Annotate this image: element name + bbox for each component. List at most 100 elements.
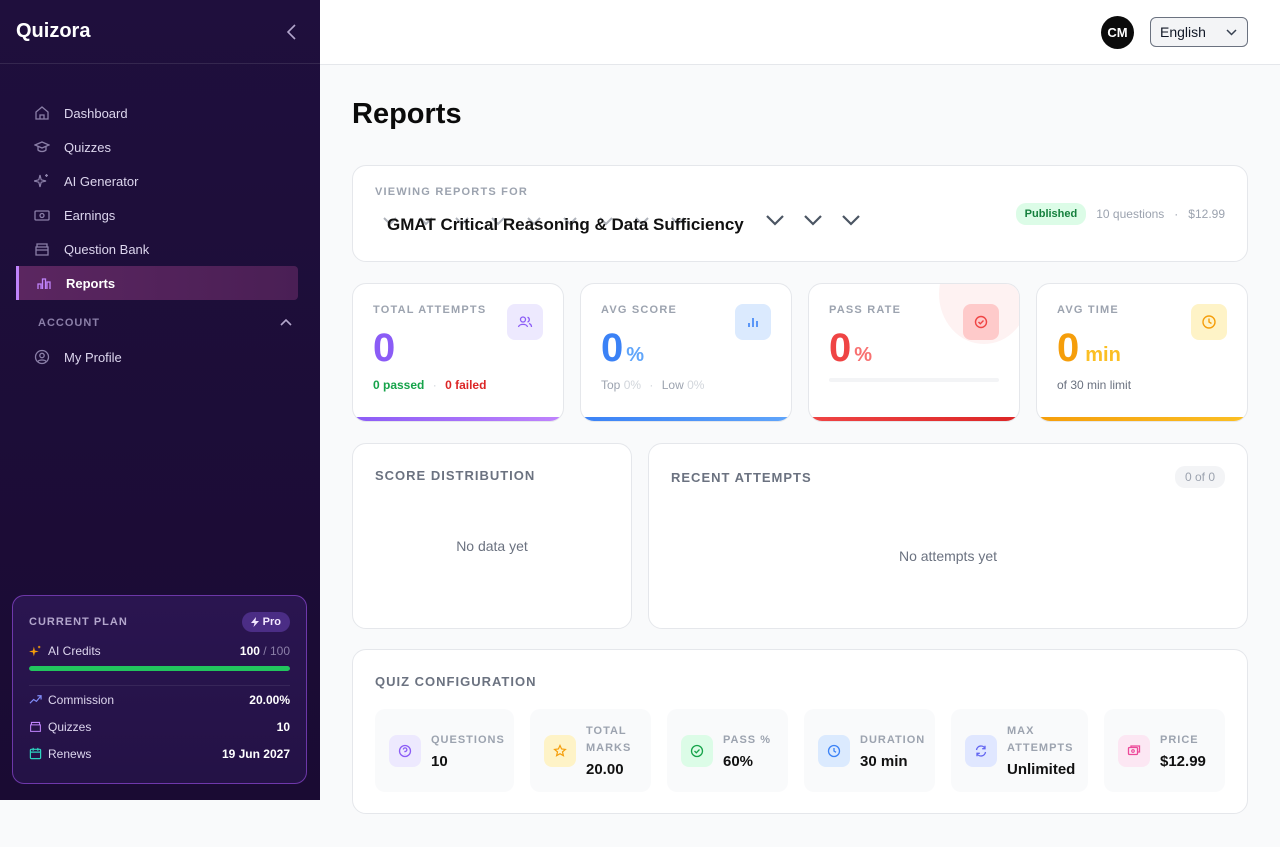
score-range: Top 0% · Low 0% — [601, 378, 705, 392]
accent-bar — [353, 417, 563, 421]
sidebar-item-label: Question Bank — [64, 241, 150, 257]
lightning-icon — [250, 617, 259, 627]
plan-row-commission: Commission 20.00% — [29, 686, 290, 713]
sidebar-item-label: Quizzes — [64, 139, 111, 155]
sidebar-item-label: Dashboard — [64, 105, 128, 121]
home-icon — [34, 105, 50, 121]
meta-separator: · — [1174, 207, 1179, 221]
pass-rate-progress — [829, 378, 999, 382]
viewing-label: VIEWING REPORTS FOR — [375, 186, 528, 198]
credits-label: AI Credits — [48, 644, 101, 658]
quizzes-value: 10 — [276, 719, 290, 734]
plan-badge[interactable]: Pro — [241, 612, 290, 632]
account-section-label: ACCOUNT — [38, 317, 100, 329]
quiz-configuration-card: QUIZ CONFIGURATION QUESTIONS 10 TOTAL MARK… — [352, 649, 1248, 814]
sidebar-item-ai-generator[interactable]: AI Generator — [16, 164, 298, 198]
config-label: DURATION — [860, 733, 926, 746]
top-score: 0% — [623, 378, 642, 392]
chevron-up-icon[interactable] — [280, 317, 292, 329]
quiz-meta: Published 10 questions · $12.99 — [1015, 203, 1225, 225]
status-badge: Published — [1015, 203, 1087, 225]
avg-time-value: 0 — [1057, 326, 1080, 370]
avatar[interactable]: CM — [1101, 16, 1134, 49]
chevron-down-icon — [766, 215, 784, 226]
config-item-questions: QUESTIONS 10 — [375, 709, 514, 792]
user-circle-icon — [34, 349, 50, 365]
accent-bar — [581, 417, 791, 421]
check-circle-icon — [681, 734, 713, 767]
passed-count: 0 passed — [373, 378, 425, 392]
config-value: $12.99 — [1160, 752, 1206, 770]
accent-bar — [809, 417, 1019, 421]
sidebar-nav: Dashboard Quizzes AI Generator Earnings … — [0, 64, 320, 374]
archive-icon — [30, 721, 41, 732]
plan-row-renews: Renews 19 Jun 2027 — [29, 740, 290, 767]
accent-bar — [1037, 417, 1247, 421]
config-items: QUESTIONS 10 TOTAL MARKS 20.00 PASS % 60% DU… — [375, 709, 1225, 792]
question-count: 10 questions — [1096, 207, 1165, 221]
selected-quiz-name: GMAT Critical Reasoning & Data Sufficien… — [387, 215, 744, 234]
config-label: MAX — [1007, 725, 1035, 737]
plan-badge-label: Pro — [262, 616, 281, 628]
config-value: 30 min — [860, 752, 908, 770]
sidebar-item-quizzes[interactable]: Quizzes — [16, 130, 298, 164]
account-section-header[interactable]: ACCOUNT — [16, 312, 298, 334]
config-value: Unlimited — [1007, 761, 1076, 778]
refresh-icon — [965, 734, 997, 767]
language-select[interactable]: English — [1150, 17, 1248, 47]
sidebar-item-reports[interactable]: Reports — [16, 266, 298, 300]
app-logo[interactable]: Quizora — [16, 20, 91, 42]
quizzes-label: Quizzes — [48, 719, 92, 734]
empty-state: No data yet — [456, 538, 528, 554]
stat-label: PASS RATE — [829, 304, 902, 316]
stat-card-avg-time: AVG TIME 0 min of 30 min limit — [1036, 283, 1248, 422]
language-value: English — [1160, 24, 1206, 40]
sidebar-item-dashboard[interactable]: Dashboard — [16, 96, 298, 130]
section-title: SCORE DISTRIBUTION — [375, 468, 536, 483]
config-label: PASS % — [723, 733, 771, 746]
empty-state: No attempts yet — [898, 548, 998, 564]
chevron-down-icon — [842, 215, 860, 226]
plan-row-quizzes: Quizzes 10 — [29, 713, 290, 740]
sidebar-item-label: AI Generator — [64, 173, 139, 189]
recent-attempts-card: RECENT ATTEMPTS 0 of 0 No attempts yet — [648, 443, 1248, 629]
calendar-icon — [29, 747, 42, 760]
commission-label: Commission — [48, 692, 115, 707]
credits-used: 100 — [239, 644, 260, 658]
sidebar-item-label: My Profile — [64, 349, 122, 365]
renews-value: 19 Jun 2027 — [221, 746, 290, 761]
collapse-sidebar-button[interactable] — [280, 20, 304, 44]
sidebar-item-earnings[interactable]: Earnings — [16, 198, 298, 232]
config-label: QUESTIONS — [431, 733, 505, 746]
quiz-select-dropdown[interactable]: GMAT Critical Reasoning & Data Sufficien… — [375, 210, 860, 240]
bar-chart-icon — [36, 275, 52, 291]
sidebar-item-question-bank[interactable]: Question Bank — [16, 232, 298, 266]
banknote-icon — [34, 207, 50, 223]
sidebar-item-my-profile[interactable]: My Profile — [16, 340, 298, 374]
stat-label: AVG TIME — [1057, 304, 1119, 316]
price-tag-icon — [1118, 734, 1150, 767]
pass-rate-unit: % — [854, 344, 873, 366]
config-item-price: PRICE $12.99 — [1104, 709, 1225, 792]
graduation-cap-icon — [34, 139, 50, 155]
current-plan-card: CURRENT PLAN Pro AI Credits 100 / 100 Co… — [12, 595, 307, 784]
renews-label: Renews — [48, 746, 92, 761]
top-bar: CM English — [320, 0, 1280, 65]
help-circle-icon — [389, 734, 421, 767]
config-value: 60% — [723, 752, 754, 770]
sidebar: Quizora Dashboard Quizzes AI Generator E… — [0, 0, 320, 800]
config-item-duration: DURATION 30 min — [804, 709, 935, 792]
select-ghost-arrows — [383, 216, 685, 226]
config-item-pass-percent: PASS % 60% — [667, 709, 788, 792]
time-limit: of 30 min limit — [1057, 378, 1132, 392]
check-circle-icon — [963, 304, 999, 340]
total-attempts-value: 0 — [373, 326, 396, 370]
chevron-down-icon — [804, 215, 822, 226]
section-title: RECENT ATTEMPTS — [671, 470, 812, 485]
stat-card-avg-score: AVG SCORE 0% Top 0% · Low 0% — [580, 283, 792, 422]
credits-progress-fill — [29, 666, 290, 671]
star-icon — [544, 734, 576, 767]
config-item-total-marks: TOTAL MARKS 20.00 — [530, 709, 651, 792]
users-icon — [507, 304, 543, 340]
trending-up-icon — [29, 695, 42, 704]
